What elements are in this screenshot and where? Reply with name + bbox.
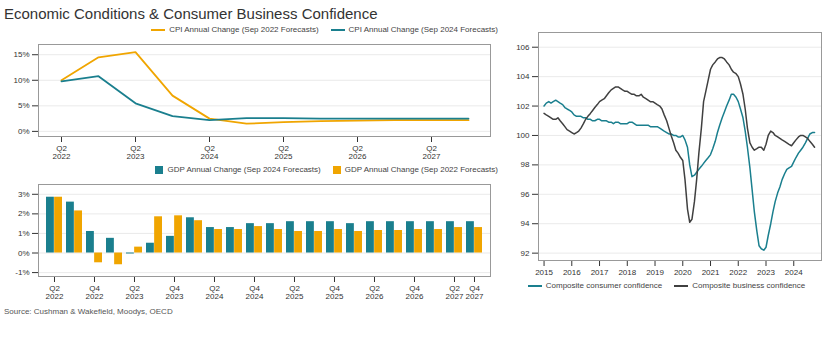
html-text:GDP Annual Change (Sep 2024 Fo: GDP Annual Change (Sep 2024 Forecasts) xyxy=(167,165,321,174)
html-text:CPI Annual Change (Sep 2024 Fo: CPI Annual Change (Sep 2024 Forecasts) xyxy=(348,25,498,34)
svg-text:Q22022: Q22022 xyxy=(53,144,71,161)
svg-text:Q42026: Q42026 xyxy=(406,284,424,301)
svg-text:Q22023: Q22023 xyxy=(126,284,144,301)
svg-text:15%: 15% xyxy=(13,50,29,59)
svg-text:2015: 2015 xyxy=(535,268,553,277)
svg-text:2019: 2019 xyxy=(646,268,664,277)
html-text:GDP Annual Change (Sep 2022 Fo: GDP Annual Change (Sep 2022 Forecasts) xyxy=(344,165,498,174)
svg-text:Q42023: Q42023 xyxy=(166,284,184,301)
svg-text:98: 98 xyxy=(521,160,530,169)
svg-text:Q22027: Q22027 xyxy=(423,144,441,161)
html-text:Composite consumer confidence: Composite consumer confidence xyxy=(545,281,663,290)
svg-text:2%: 2% xyxy=(18,209,30,218)
svg-text:Q22025: Q22025 xyxy=(286,284,304,301)
svg-text:2020: 2020 xyxy=(674,268,692,277)
svg-text:10%: 10% xyxy=(13,76,29,85)
svg-text:102: 102 xyxy=(516,102,530,111)
svg-text:Q42022: Q42022 xyxy=(86,284,104,301)
svg-text:2021: 2021 xyxy=(702,268,720,277)
svg-text:104: 104 xyxy=(516,72,530,81)
svg-text:Q22025: Q22025 xyxy=(275,144,293,161)
svg-text:Q22027: Q22027 xyxy=(446,284,464,301)
svg-text:Q42027: Q42027 xyxy=(466,284,484,301)
svg-text:0%: 0% xyxy=(18,249,30,258)
svg-text:92: 92 xyxy=(521,249,530,258)
html-text:CPI Annual Change (Sep 2022 Fo: CPI Annual Change (Sep 2022 Forecasts) xyxy=(169,25,319,34)
svg-text:1%: 1% xyxy=(18,229,30,238)
svg-text:Q22023: Q22023 xyxy=(127,144,145,161)
svg-text:-1%: -1% xyxy=(15,268,29,277)
svg-text:96: 96 xyxy=(521,190,530,199)
html-text:Source: Cushman & Wakefield, M: Source: Cushman & Wakefield, Moodys, OEC… xyxy=(4,307,173,316)
html-text:Composite business confidence: Composite business confidence xyxy=(692,281,806,290)
svg-text:Q22024: Q22024 xyxy=(206,284,224,301)
svg-text:3%: 3% xyxy=(18,190,30,199)
svg-text:100: 100 xyxy=(516,131,530,140)
svg-text:Q22026: Q22026 xyxy=(349,144,367,161)
svg-text:Q22024: Q22024 xyxy=(201,144,219,161)
svg-text:2018: 2018 xyxy=(618,268,636,277)
svg-text:2016: 2016 xyxy=(563,268,581,277)
svg-text:Q22022: Q22022 xyxy=(46,284,64,301)
svg-text:2023: 2023 xyxy=(757,268,775,277)
svg-text:0%: 0% xyxy=(18,127,30,136)
html-text:Economic Conditions & Consumer: Economic Conditions & Consumer Business … xyxy=(4,5,378,22)
svg-text:94: 94 xyxy=(521,219,530,228)
svg-text:2024: 2024 xyxy=(785,268,803,277)
svg-text:2017: 2017 xyxy=(591,268,609,277)
svg-text:106: 106 xyxy=(516,43,530,52)
svg-text:5%: 5% xyxy=(18,101,30,110)
svg-text:Q42025: Q42025 xyxy=(326,284,344,301)
svg-text:2022: 2022 xyxy=(729,268,747,277)
svg-text:Q42024: Q42024 xyxy=(246,284,264,301)
svg-text:Q22026: Q22026 xyxy=(366,284,384,301)
